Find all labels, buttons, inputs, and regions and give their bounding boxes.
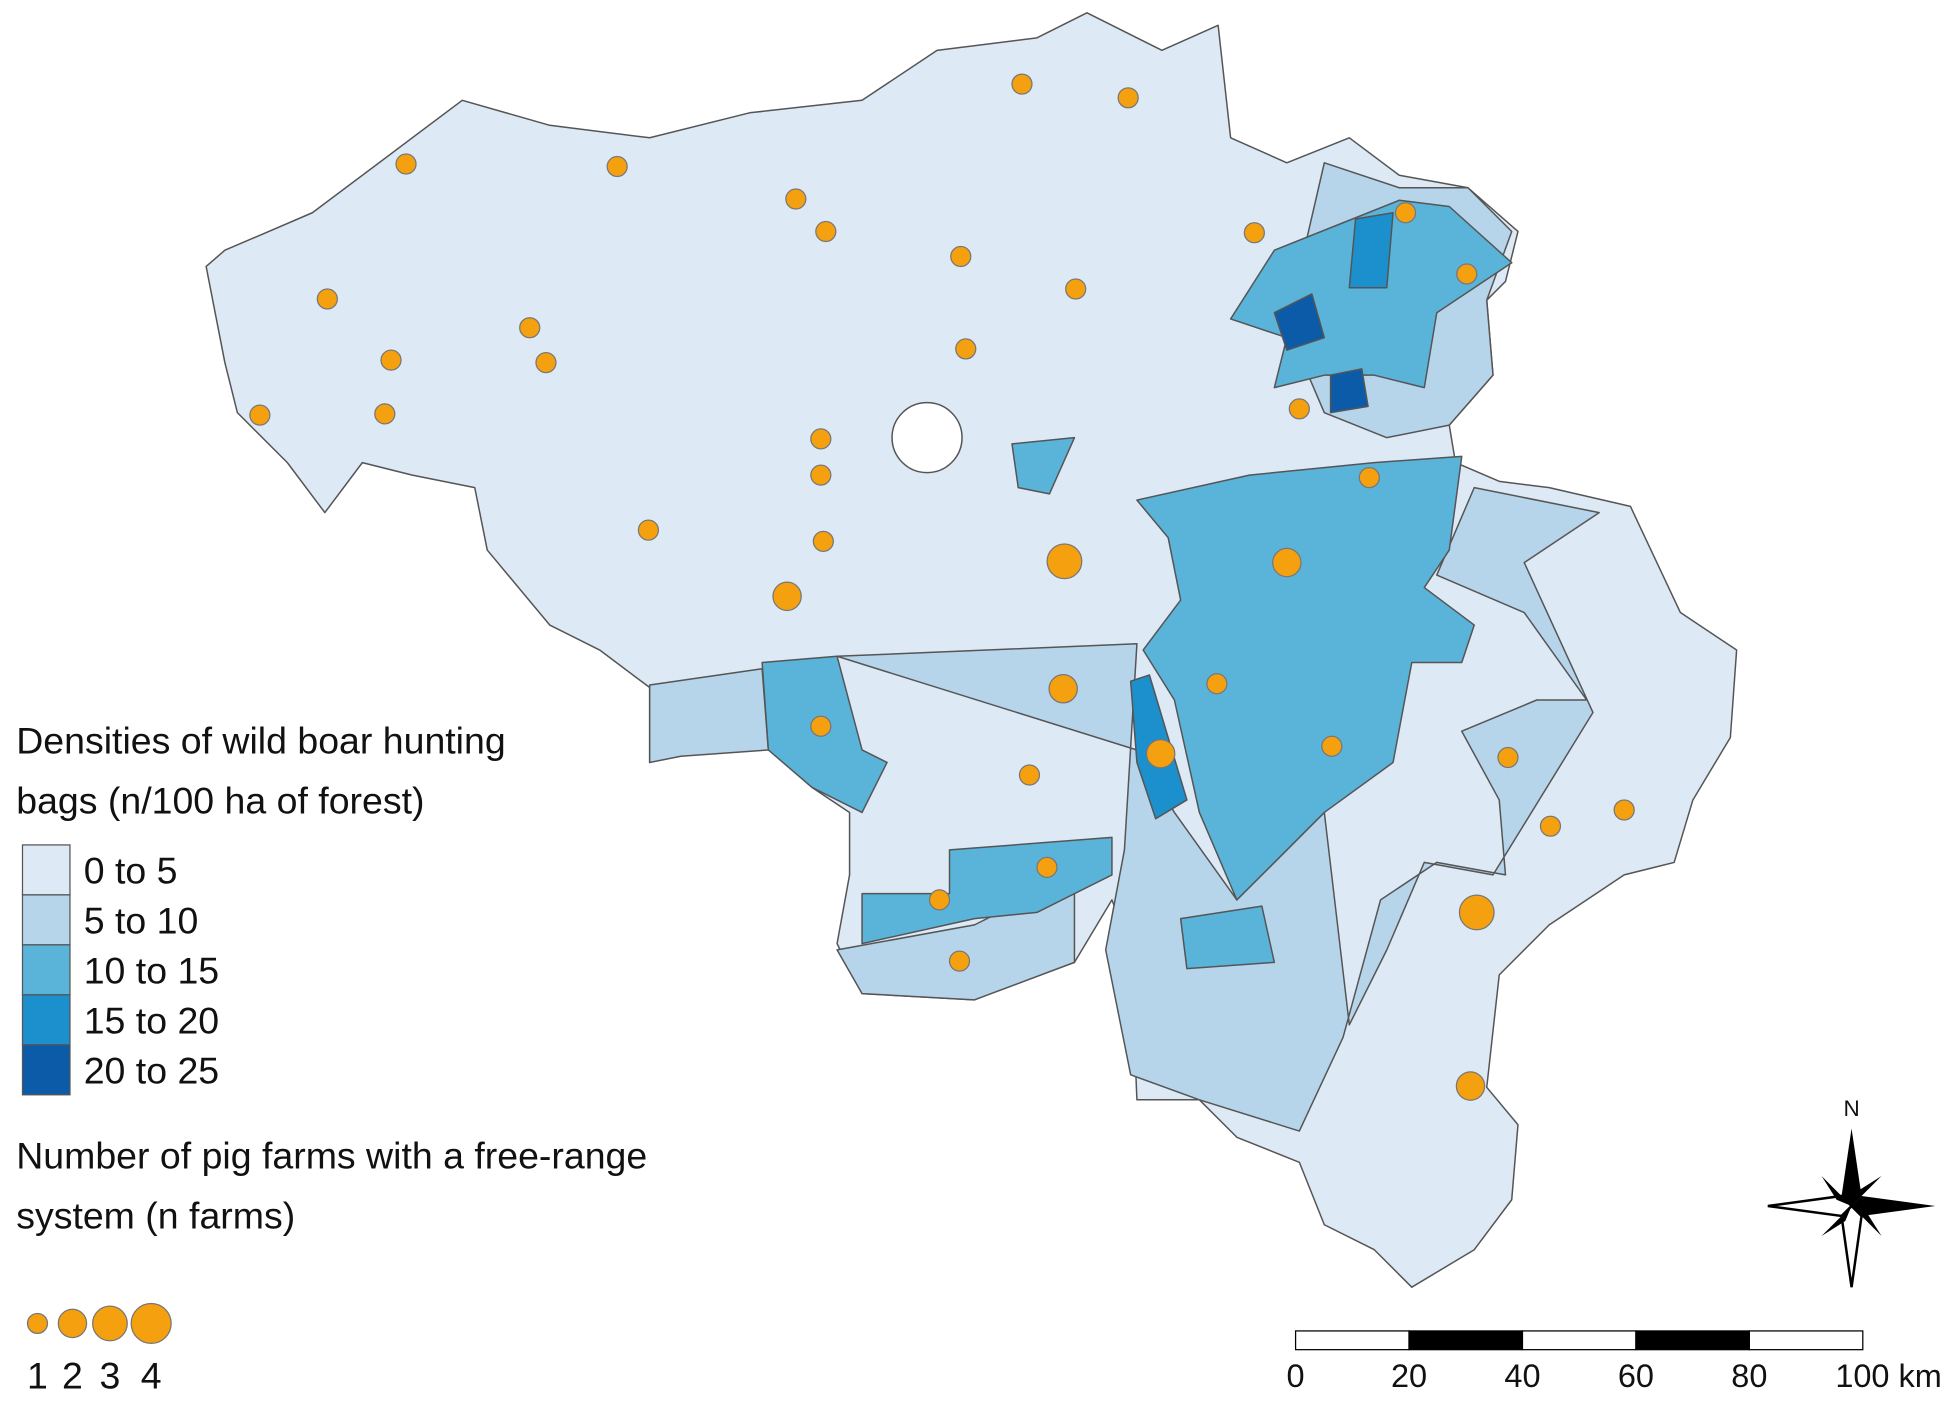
region	[1011, 436, 1076, 495]
farm-dot	[1036, 856, 1058, 879]
arrow-part	[1851, 1195, 1936, 1216]
farm-dot	[1288, 398, 1310, 420]
farm-dot	[928, 889, 951, 911]
farm-dot	[810, 464, 832, 486]
farm-dot	[380, 349, 402, 371]
scale-segment	[1748, 1330, 1864, 1351]
legend-title: bags (n/100 ha of forest)	[16, 780, 424, 822]
farm-dot	[249, 404, 271, 426]
scale-segment	[1635, 1330, 1750, 1351]
scale-segment	[1294, 1330, 1410, 1351]
farm-dot	[1613, 799, 1635, 821]
farm-dot	[1394, 202, 1417, 224]
legend-size-label: 3	[100, 1354, 121, 1396]
farm-dot	[1321, 735, 1343, 757]
farm-dot	[810, 428, 832, 450]
farm-dot	[1011, 73, 1033, 95]
farm-dot	[519, 317, 541, 339]
legend-swatch	[21, 894, 71, 946]
farm-dot	[1358, 466, 1380, 489]
legend-title: Number of pig farms with a free-range	[16, 1135, 647, 1177]
scale-segment	[1408, 1330, 1524, 1351]
legend-size-label: 2	[62, 1354, 83, 1396]
farm-dot	[1272, 547, 1302, 578]
regions	[205, 12, 1738, 1288]
scale-label: 40	[1504, 1358, 1540, 1394]
farm-dot	[1048, 673, 1078, 704]
farm-dot	[1497, 746, 1519, 769]
farm-dot	[606, 155, 628, 178]
legend-swatch	[21, 944, 71, 996]
farm-dot	[395, 153, 417, 175]
legend-size	[26, 1312, 49, 1335]
farm-dot	[316, 288, 338, 310]
region	[1136, 455, 1475, 901]
arrow-part	[1851, 1205, 1882, 1236]
scale-label: 0	[1287, 1358, 1305, 1394]
scale-label: 100 km	[1835, 1358, 1941, 1394]
legend-size	[130, 1302, 172, 1345]
region	[648, 668, 770, 764]
region	[1273, 293, 1326, 351]
legend-label: 5 to 10	[84, 900, 199, 942]
region	[1348, 212, 1394, 289]
arrow-part	[1841, 1128, 1862, 1206]
farm-dot	[950, 245, 972, 268]
legend-label: 0 to 5	[84, 850, 178, 892]
farm-dot	[1046, 543, 1083, 580]
farm-dots	[249, 73, 1635, 1101]
brussels-gap	[891, 401, 963, 474]
legend-size	[57, 1308, 88, 1339]
farm-dot	[812, 530, 834, 552]
legend: Densities of wild boar hunting bags (n/1…	[16, 720, 647, 1397]
farm-dot	[1206, 673, 1228, 695]
legend-title: system (n farms)	[16, 1194, 295, 1236]
farm-dot	[955, 338, 977, 360]
farm-dot	[948, 950, 971, 972]
region	[1329, 368, 1369, 414]
farm-dot	[1065, 278, 1087, 300]
legend-swatch	[21, 1044, 71, 1096]
farm-dot	[637, 519, 660, 541]
north-arrow: N	[1767, 1096, 1936, 1288]
farm-dot	[1145, 738, 1176, 769]
scale-bar: 0 20 40 60 80 100 km	[1287, 1330, 1942, 1394]
farm-dot	[1243, 222, 1265, 244]
farm-dot	[1539, 815, 1562, 837]
legend-size	[92, 1305, 128, 1342]
scale-label: 60	[1618, 1358, 1654, 1394]
farm-dot	[785, 188, 807, 210]
north-label: N	[1843, 1096, 1859, 1121]
farm-dot	[815, 220, 837, 243]
farm-dot	[1018, 764, 1041, 786]
legend-label: 10 to 15	[84, 950, 219, 992]
legend-size-label: 1	[27, 1354, 48, 1396]
legend-label: 20 to 25	[84, 1050, 219, 1092]
farm-dot	[535, 352, 557, 374]
legend-swatch	[21, 994, 71, 1046]
farm-dot	[1456, 263, 1478, 285]
scale-label: 80	[1731, 1358, 1767, 1394]
scale-label: 20	[1391, 1358, 1427, 1394]
scale-segment	[1521, 1330, 1637, 1351]
farm-dot	[1458, 894, 1495, 931]
farm-dot	[1117, 87, 1139, 109]
region	[1179, 905, 1276, 970]
farm-dot	[374, 403, 396, 425]
arrow-part	[1767, 1194, 1854, 1218]
farm-dot	[810, 715, 832, 737]
legend-label: 15 to 20	[84, 1000, 219, 1042]
legend-swatch	[21, 844, 71, 896]
farm-dot	[1455, 1071, 1486, 1101]
legend-title: Densities of wild boar hunting	[16, 720, 505, 762]
farm-dot	[772, 581, 802, 612]
legend-size-label: 4	[141, 1354, 162, 1396]
region	[836, 486, 1600, 1132]
